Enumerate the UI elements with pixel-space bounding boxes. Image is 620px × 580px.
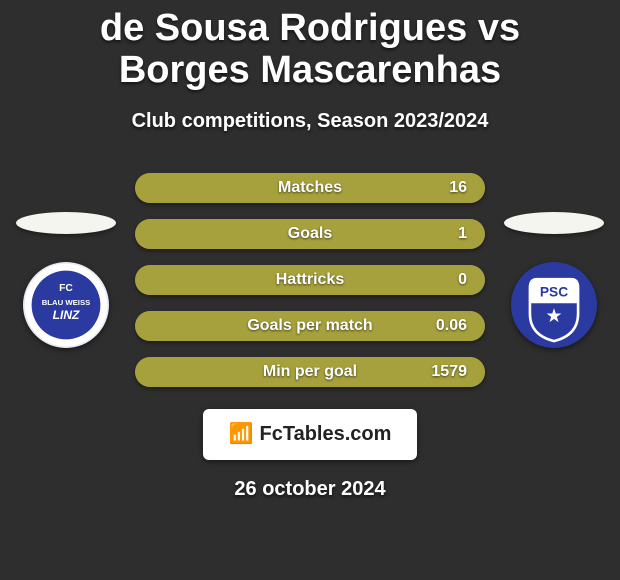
stat-bars: Matches16 Goals1 Hattricks0 Goals per match…: [135, 173, 485, 387]
right-club-badge-svg: PSC ★: [511, 262, 597, 348]
svg-text:LINZ: LINZ: [53, 307, 80, 321]
left-club-badge-svg: FC BLAU WEISS LINZ: [23, 262, 109, 348]
left-player-ellipse: [16, 212, 116, 234]
right-club-badge: PSC ★: [511, 262, 597, 348]
right-player-ellipse: [504, 212, 604, 234]
stat-bar-value: 0: [458, 271, 467, 289]
brand-logo[interactable]: 📶 FcTables.com: [203, 409, 418, 460]
brand-text: FcTables.com: [260, 423, 392, 446]
subtitle: Club competitions, Season 2023/2024: [132, 110, 489, 133]
svg-text:BLAU WEISS: BLAU WEISS: [42, 298, 91, 307]
stat-bar-label: Goals per match: [135, 317, 485, 335]
stat-bar: Hattricks0: [135, 265, 485, 295]
stat-bar-value: 1: [458, 225, 467, 243]
stat-bar: Min per goal1579: [135, 357, 485, 387]
svg-text:FC: FC: [59, 283, 73, 294]
stat-bar-value: 0.06: [436, 317, 467, 335]
stat-bar: Matches16: [135, 173, 485, 203]
stat-bar-value: 16: [449, 179, 467, 197]
left-side: FC BLAU WEISS LINZ: [11, 212, 121, 348]
stat-bar-label: Goals: [135, 225, 485, 243]
compare-row: FC BLAU WEISS LINZ Matches16 Goals1 Hattri…: [0, 173, 620, 387]
date-label: 26 october 2024: [234, 478, 385, 501]
brand-chart-icon: 📶: [229, 424, 254, 444]
stat-bar-value: 1579: [431, 363, 467, 381]
comparison-card: de Sousa Rodrigues vs Borges Mascarenhas…: [0, 0, 620, 580]
right-side: PSC ★: [499, 212, 609, 348]
left-club-badge: FC BLAU WEISS LINZ: [23, 262, 109, 348]
svg-text:PSC: PSC: [540, 284, 568, 299]
stat-bar-label: Hattricks: [135, 271, 485, 289]
stat-bar: Goals1: [135, 219, 485, 249]
stat-bar-label: Matches: [135, 179, 485, 197]
svg-text:★: ★: [546, 306, 563, 327]
stat-bar: Goals per match0.06: [135, 311, 485, 341]
page-title: de Sousa Rodrigues vs Borges Mascarenhas: [0, 0, 620, 110]
